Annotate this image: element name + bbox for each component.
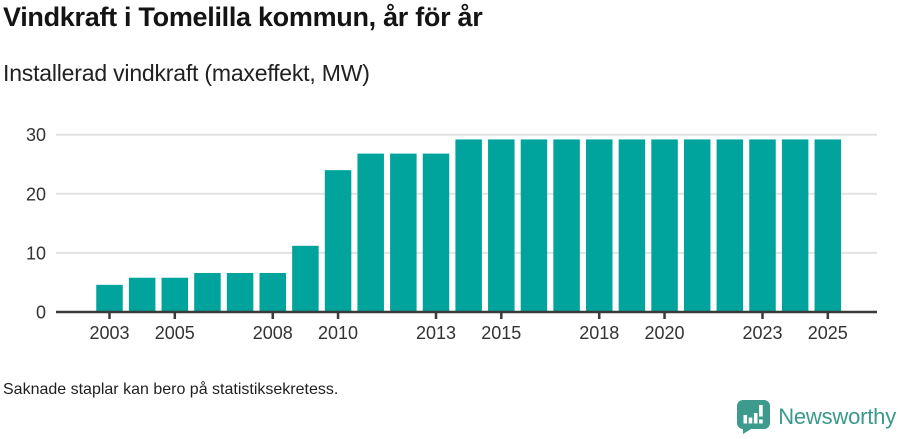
x-tick-label-2013: 2013 bbox=[416, 323, 456, 343]
bar-2004 bbox=[128, 277, 156, 312]
bar-2017 bbox=[553, 139, 580, 312]
chart-title: Vindkraft i Tomelilla kommun, år för år bbox=[3, 2, 483, 32]
chart-subtitle: Installerad vindkraft (maxeffekt, MW) bbox=[3, 60, 370, 86]
bar-2022 bbox=[716, 139, 744, 312]
bar-2018 bbox=[586, 139, 613, 312]
bar-2015 bbox=[488, 139, 515, 312]
x-tick-label-2003: 2003 bbox=[89, 323, 129, 343]
x-tick-label-2008: 2008 bbox=[253, 323, 293, 343]
bar-2007 bbox=[226, 272, 254, 312]
y-tick-label-20: 20 bbox=[26, 184, 46, 204]
bar-2008 bbox=[259, 272, 286, 312]
bar-2006 bbox=[194, 272, 221, 312]
bar-2025 bbox=[814, 139, 842, 312]
chart-footnote: Saknade staplar kan bero på statistiksek… bbox=[3, 381, 339, 398]
newsworthy-logo-icon bbox=[737, 400, 771, 434]
x-tick-label-2015: 2015 bbox=[481, 323, 521, 343]
x-tick-label-2020: 2020 bbox=[645, 323, 685, 343]
y-tick-label-10: 10 bbox=[26, 243, 46, 263]
bar-2020 bbox=[651, 139, 678, 312]
bar-2005 bbox=[161, 277, 189, 312]
bar-2019 bbox=[618, 139, 646, 312]
x-tick-label-2010: 2010 bbox=[318, 323, 358, 343]
newsworthy-logo[interactable]: Newsworthy bbox=[735, 399, 896, 434]
bar-2011 bbox=[357, 153, 384, 312]
bar-2023 bbox=[749, 139, 776, 312]
bar-2024 bbox=[781, 139, 809, 312]
x-tick-label-2023: 2023 bbox=[742, 323, 782, 343]
bar-2016 bbox=[520, 139, 548, 312]
bar-2021 bbox=[683, 139, 711, 312]
bar-2003 bbox=[96, 284, 123, 312]
y-tick-label-0: 0 bbox=[36, 303, 46, 323]
bar-2009 bbox=[292, 245, 319, 312]
y-tick-label-30: 30 bbox=[26, 125, 46, 145]
bar-2012 bbox=[390, 153, 417, 312]
newsworthy-logo-text: Newsworthy bbox=[778, 403, 896, 429]
x-tick-label-2025: 2025 bbox=[808, 323, 848, 343]
bar-2014 bbox=[455, 139, 482, 312]
bar-2010 bbox=[324, 170, 352, 312]
x-tick-label-2005: 2005 bbox=[155, 323, 195, 343]
x-tick-label-2018: 2018 bbox=[579, 323, 619, 343]
bar-2013 bbox=[422, 153, 450, 312]
